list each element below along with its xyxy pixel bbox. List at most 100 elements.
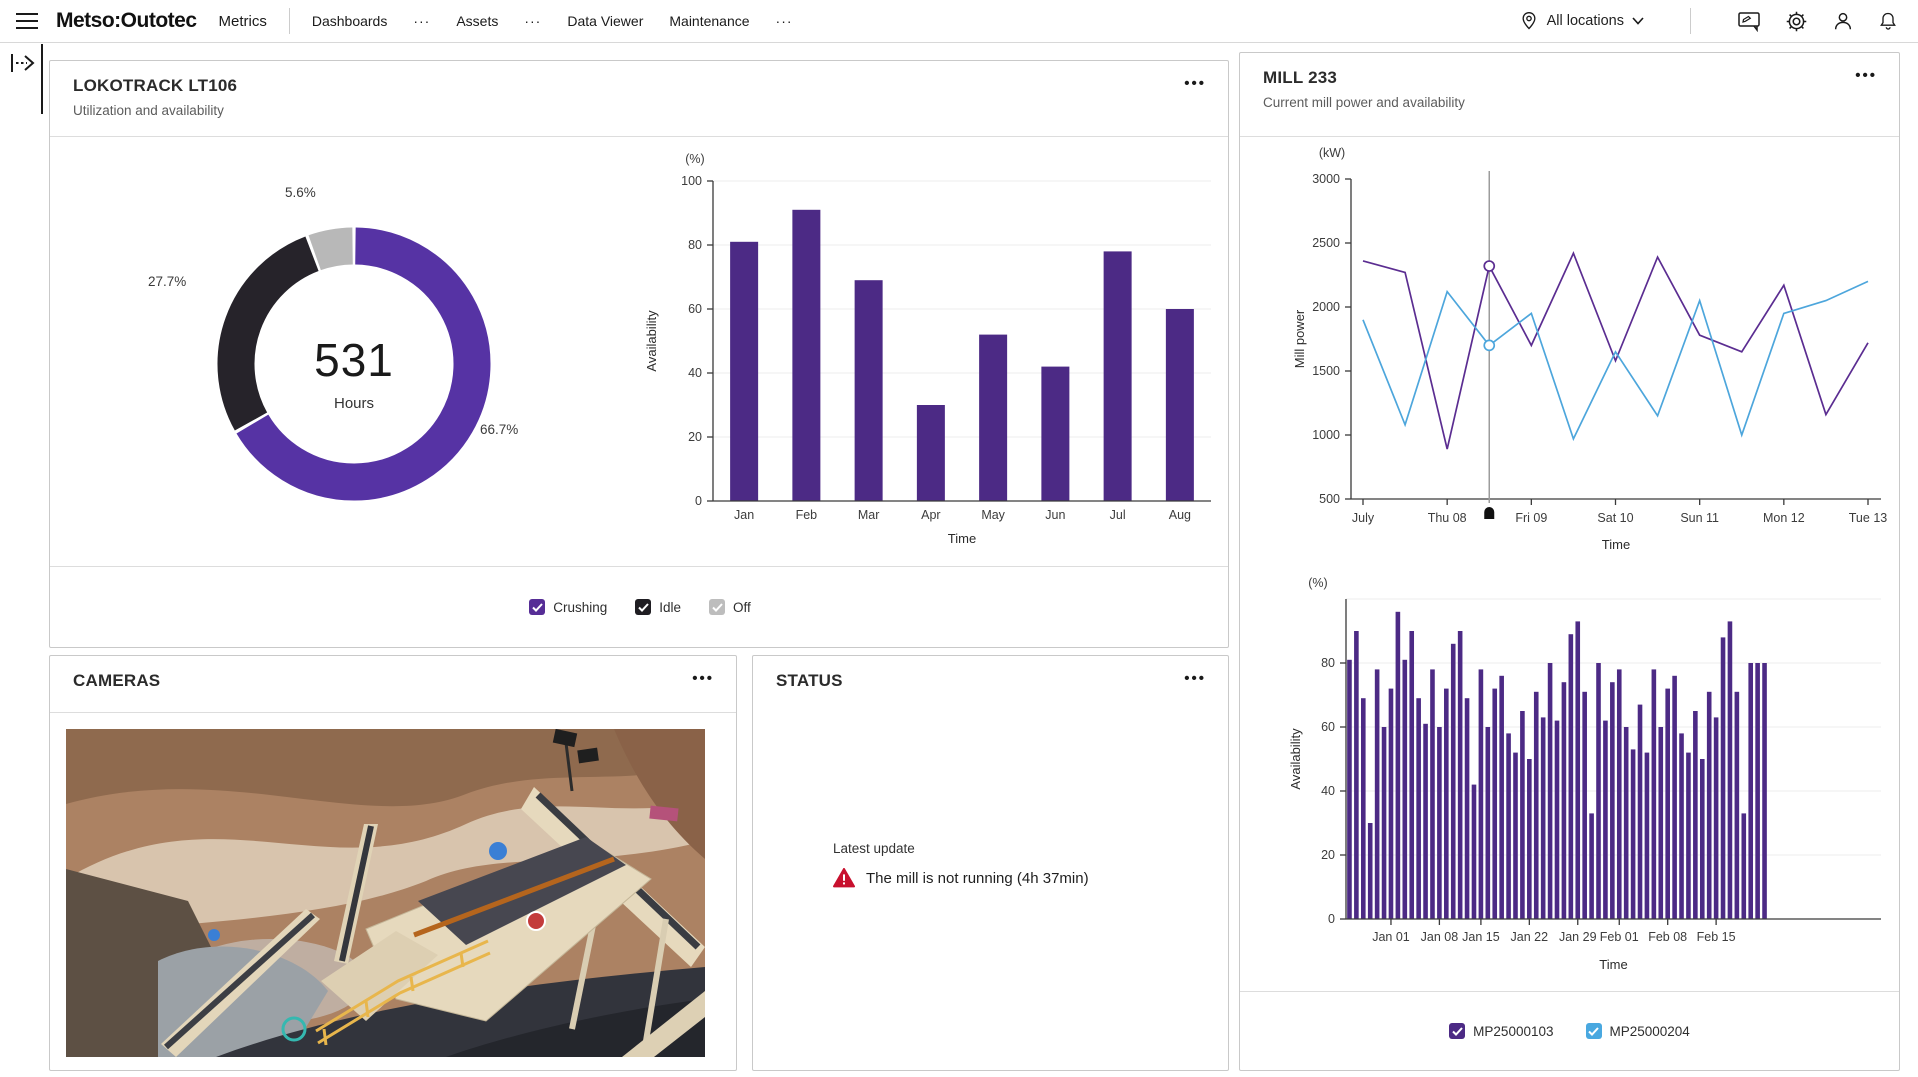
svg-text:Sun 11: Sun 11 <box>1680 511 1719 525</box>
donut-svg: 531 Hours <box>217 227 491 501</box>
svg-text:20: 20 <box>688 430 702 444</box>
svg-text:80: 80 <box>688 238 702 252</box>
user-profile-icon[interactable] <box>1832 10 1854 32</box>
svg-text:60: 60 <box>688 302 702 316</box>
svg-text:Feb 15: Feb 15 <box>1697 930 1736 944</box>
availability-bar-chart: 0 20 40 60 80 100 Jan Feb Mar Apr May Jun Jul Aug (%) A… <box>644 152 1211 546</box>
checkbox-crushing[interactable]: Crushing <box>529 599 607 615</box>
svg-text:Jan: Jan <box>734 508 754 522</box>
nav-divider <box>1690 8 1691 34</box>
nav-overflow-icon-3[interactable]: ··· <box>775 13 793 29</box>
svg-text:Aug: Aug <box>1169 508 1191 522</box>
status-menu-button[interactable]: ••• <box>1184 670 1206 687</box>
checkbox-off[interactable]: Off <box>709 599 751 615</box>
lokotrack-charts: 531 Hours 5.6% 27.7% 66.7% 0 20 40 60 80 100 Ja… <box>50 137 1230 566</box>
nav-item-maintenance[interactable]: Maintenance <box>669 13 750 29</box>
chevron-down-icon <box>1632 17 1644 25</box>
nav-item-assets[interactable]: Assets <box>456 13 499 29</box>
svg-text:2500: 2500 <box>1312 236 1340 250</box>
svg-text:(kW): (kW) <box>1319 146 1345 160</box>
cameras-menu-button[interactable]: ••• <box>692 670 714 687</box>
divider <box>50 136 1228 137</box>
mill-power-line-chart[interactable]: 500 1000 1500 2000 2500 3000 July Thu 08 Fri 09 S… <box>1240 141 1899 561</box>
checkbox-icon <box>1585 1023 1602 1039</box>
svg-text:Jan 08: Jan 08 <box>1421 930 1459 944</box>
nav-item-data-viewer[interactable]: Data Viewer <box>567 13 644 29</box>
svg-text:0: 0 <box>695 494 702 508</box>
checkbox-label: MP25000103 <box>1473 1023 1554 1039</box>
nav-item-dashboards[interactable]: Dashboards <box>311 13 388 29</box>
svg-text:Feb: Feb <box>796 508 818 522</box>
svg-text:Tue 13: Tue 13 <box>1849 511 1888 525</box>
svg-text:Thu 08: Thu 08 <box>1428 511 1467 525</box>
svg-text:Feb 08: Feb 08 <box>1648 930 1687 944</box>
status-message: The mill is not running (4h 37min) <box>866 869 1089 887</box>
svg-text:40: 40 <box>688 366 702 380</box>
svg-text:Jan 15: Jan 15 <box>1462 930 1500 944</box>
brand-logo: Metso:Outotec <box>56 9 197 32</box>
svg-text:Mon 12: Mon 12 <box>1763 511 1805 525</box>
panel-mill: MILL 233 Current mill power and availabi… <box>1239 52 1900 1071</box>
checkbox-icon <box>529 599 546 615</box>
checkbox-mp25000204[interactable]: MP25000204 <box>1585 1023 1690 1039</box>
svg-text:3000: 3000 <box>1312 172 1340 186</box>
checkbox-icon <box>635 599 652 615</box>
svg-text:100: 100 <box>681 174 702 188</box>
mill-series-toggles: MP25000103 MP25000204 <box>1240 992 1899 1070</box>
svg-text:500: 500 <box>1319 492 1340 506</box>
checkbox-icon <box>709 599 726 615</box>
checkbox-label: Off <box>733 599 751 615</box>
svg-text:Jan 22: Jan 22 <box>1511 930 1549 944</box>
lokotrack-menu-button[interactable]: ••• <box>1184 75 1206 92</box>
panel-status: STATUS ••• Latest update The mill is not… <box>752 655 1229 1071</box>
hamburger-menu-icon[interactable] <box>12 9 42 33</box>
nav-divider <box>288 8 290 34</box>
svg-text:531: 531 <box>314 334 394 386</box>
notifications-bell-icon[interactable] <box>1878 10 1898 32</box>
svg-text:Time: Time <box>1599 957 1627 972</box>
app-name: Metrics <box>218 12 267 30</box>
settings-gear-icon[interactable] <box>1785 10 1808 33</box>
svg-text:0: 0 <box>1328 912 1335 926</box>
location-pin-icon <box>1522 11 1536 30</box>
svg-text:2000: 2000 <box>1312 300 1340 314</box>
svg-text:Jan 01: Jan 01 <box>1372 930 1410 944</box>
donut-label-crushing: 66.7% <box>480 422 519 437</box>
svg-text:Time: Time <box>1602 537 1630 552</box>
sidebar-expand-icon[interactable] <box>9 50 39 78</box>
svg-text:Sat 10: Sat 10 <box>1597 511 1633 525</box>
svg-text:(%): (%) <box>1308 576 1327 590</box>
checkbox-label: Crushing <box>553 599 608 615</box>
mill-menu-button[interactable]: ••• <box>1855 67 1877 84</box>
utilization-donut-chart: 531 Hours 5.6% 27.7% 66.7% <box>50 137 590 566</box>
svg-text:Jul: Jul <box>1110 508 1126 522</box>
panel-cameras: CAMERAS ••• <box>49 655 737 1071</box>
mill-subtitle: Current mill power and availability <box>1263 95 1465 110</box>
nav-overflow-icon-1[interactable]: ··· <box>413 13 431 29</box>
top-navbar: Metso:Outotec Metrics Dashboards ··· Ass… <box>0 0 1918 43</box>
checkbox-mp25000103[interactable]: MP25000103 <box>1449 1023 1554 1039</box>
svg-text:Apr: Apr <box>921 508 940 522</box>
nav-overflow-icon-2[interactable]: ··· <box>524 13 542 29</box>
feedback-icon[interactable] <box>1737 10 1761 32</box>
status-content: Latest update The mill is not running (4… <box>833 841 1089 888</box>
svg-text:Availability: Availability <box>1288 728 1303 790</box>
status-title: STATUS <box>776 671 843 690</box>
svg-text:60: 60 <box>1321 720 1335 734</box>
sidebar-edge-divider <box>41 44 43 114</box>
svg-text:Feb 01: Feb 01 <box>1600 930 1639 944</box>
svg-text:Jan 29: Jan 29 <box>1559 930 1597 944</box>
svg-text:80: 80 <box>1321 656 1335 670</box>
svg-text:1000: 1000 <box>1312 428 1340 442</box>
svg-text:Fri 09: Fri 09 <box>1515 511 1547 525</box>
divider <box>50 566 1228 567</box>
cameras-title: CAMERAS <box>73 671 161 690</box>
lokotrack-header: LOKOTRACK LT106 Utilization and availabi… <box>50 61 1228 118</box>
checkbox-idle[interactable]: Idle <box>635 599 681 615</box>
svg-text:Availability: Availability <box>644 310 659 372</box>
divider <box>1240 991 1899 992</box>
checkbox-label: Idle <box>659 599 682 615</box>
location-selector[interactable]: All locations <box>1519 10 1644 32</box>
svg-text:Time: Time <box>948 531 976 546</box>
